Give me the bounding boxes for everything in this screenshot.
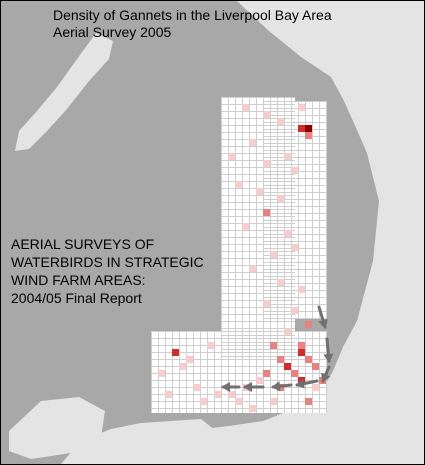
- density-cell: [312, 363, 319, 370]
- report-caption: AERIAL SURVEYS OF WATERBIRDS IN STRATEGI…: [11, 235, 204, 307]
- density-cell: [263, 160, 270, 167]
- north-west-england-coast: [171, 1, 424, 464]
- report-caption-line-1: AERIAL SURVEYS OF: [11, 236, 155, 252]
- density-cell: [298, 104, 305, 111]
- arrow-icon: [221, 382, 241, 392]
- density-cell: [165, 391, 172, 398]
- arrow-icon: [271, 381, 293, 392]
- arrow-icon: [317, 305, 328, 329]
- density-cell: [200, 398, 207, 405]
- density-cell: [249, 139, 256, 146]
- north-wales-coast: [61, 381, 401, 464]
- survey-grid: [151, 97, 327, 413]
- density-cell: [284, 230, 291, 237]
- density-cell: [291, 244, 298, 251]
- map-title-line-2: Aerial Survey 2005: [53, 24, 172, 40]
- density-cell: [312, 384, 319, 391]
- land-areas: [9, 1, 424, 464]
- density-cell: [298, 125, 305, 132]
- density-cell: [298, 349, 305, 356]
- density-cell: [263, 300, 270, 307]
- movement-arrows: [221, 305, 334, 392]
- density-cell: [298, 342, 305, 349]
- density-cell: [172, 349, 179, 356]
- density-cell: [305, 356, 312, 363]
- map-title: Density of Gannets in the Liverpool Bay …: [53, 7, 332, 41]
- density-cell: [277, 279, 284, 286]
- density-cell: [256, 377, 263, 384]
- density-cells: [158, 104, 326, 412]
- density-cell: [270, 398, 277, 405]
- density-cell: [305, 125, 312, 132]
- density-cell: [256, 188, 263, 195]
- density-cell: [263, 111, 270, 118]
- density-cell: [277, 356, 284, 363]
- density-cell: [228, 153, 235, 160]
- density-cell: [263, 370, 270, 377]
- density-cell: [284, 363, 291, 370]
- density-cell: [270, 251, 277, 258]
- arrow-icon: [243, 382, 265, 392]
- density-cell: [242, 223, 249, 230]
- density-cell: [249, 265, 256, 272]
- density-cell: [277, 118, 284, 125]
- density-cell: [284, 328, 291, 335]
- density-cell: [249, 405, 256, 412]
- density-cell: [179, 363, 186, 370]
- density-cell: [291, 307, 298, 314]
- density-cell: [291, 370, 298, 377]
- density-cell: [277, 195, 284, 202]
- density-cell: [207, 342, 214, 349]
- report-caption-line-4: 2004/05 Final Report: [11, 290, 142, 306]
- arrow-icon: [295, 378, 319, 389]
- isle-of-man: [15, 33, 113, 151]
- density-cell: [284, 153, 291, 160]
- report-caption-line-3: WIND FARM AREAS:: [11, 272, 146, 288]
- density-cell: [242, 104, 249, 111]
- density-cell: [228, 391, 235, 398]
- density-cell: [186, 356, 193, 363]
- density-cell: [158, 370, 165, 377]
- density-cell: [235, 181, 242, 188]
- report-caption-line-2: WATERBIRDS IN STRATEGIC: [11, 254, 204, 270]
- density-cell: [193, 384, 200, 391]
- anglesey: [9, 397, 105, 459]
- density-cell: [263, 209, 270, 216]
- density-cell: [270, 342, 277, 349]
- density-cell: [291, 167, 298, 174]
- map-title-line-1: Density of Gannets in the Liverpool Bay …: [53, 7, 332, 23]
- arrow-icon: [321, 365, 331, 383]
- density-cell: [235, 398, 242, 405]
- arrow-icon: [323, 337, 334, 363]
- density-cell: [298, 286, 305, 293]
- density-cell: [305, 132, 312, 139]
- density-cell: [214, 391, 221, 398]
- density-cell: [305, 398, 312, 405]
- density-cell: [305, 321, 312, 328]
